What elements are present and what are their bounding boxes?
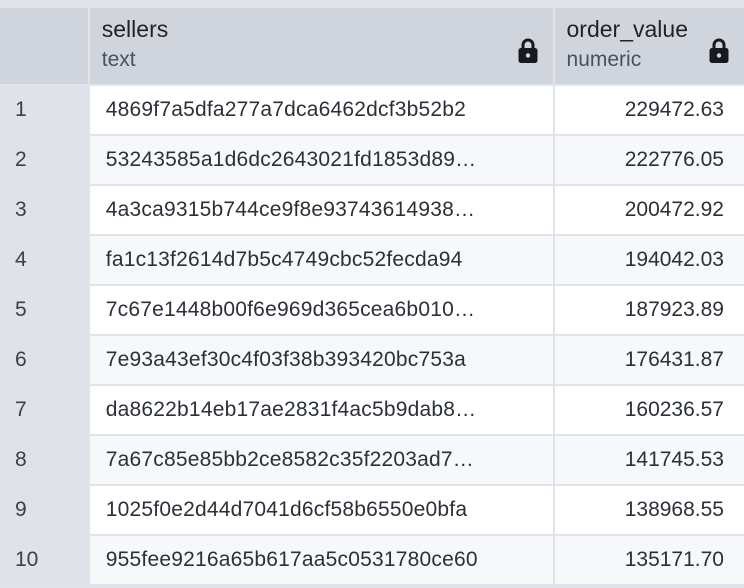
row-number: 5 — [0, 286, 88, 334]
table-row[interactable]: 7 da8622b14eb17ae2831f4ac5b9dab8… 160236… — [0, 386, 744, 434]
row-number: 4 — [0, 236, 88, 284]
table-row[interactable]: 3 4a3ca9315b744ce9f8e93743614938… 200472… — [0, 186, 744, 234]
table-row[interactable]: 4 fa1c13f2614d7b5c4749cbc52fecda94 19404… — [0, 236, 744, 284]
order-value-cell[interactable]: 229472.63 — [554, 86, 744, 134]
order-value-cell[interactable]: 176431.87 — [554, 336, 744, 384]
table-row[interactable]: 1 4869f7a5dfa277a7dca6462dcf3b52b2 22947… — [0, 86, 744, 134]
column-header-order-value[interactable]: order_value numeric — [554, 8, 744, 84]
row-number: 1 — [0, 86, 88, 134]
order-value-cell[interactable]: 138968.55 — [554, 486, 744, 534]
seller-id: 7a67c85e85bb2ce8582c35f2203ad7… — [105, 448, 474, 471]
table-row[interactable]: 2 53243585a1d6dc2643021fd1853d89… 222776… — [0, 136, 744, 184]
seller-id: 53243585a1d6dc2643021fd1853d89… — [105, 148, 477, 171]
seller-cell[interactable]: fa1c13f2614d7b5c4749cbc52fecda94 — [89, 236, 553, 284]
seller-cell[interactable]: 7c67e1448b00f6e969d365cea6b010… — [89, 286, 553, 334]
seller-id: da8622b14eb17ae2831f4ac5b9dab8… — [105, 398, 477, 421]
seller-id: fa1c13f2614d7b5c4749cbc52fecda94 — [105, 248, 463, 271]
table-body: 1 4869f7a5dfa277a7dca6462dcf3b52b2 22947… — [0, 86, 744, 586]
row-number: 3 — [0, 186, 88, 234]
row-number: 2 — [0, 136, 88, 184]
seller-cell[interactable]: 7a67c85e85bb2ce8582c35f2203ad7… — [89, 436, 553, 484]
seller-cell[interactable]: 1025f0e2d44d7041d6cf58b6550e0bfa — [89, 486, 553, 534]
lock-icon — [709, 38, 729, 64]
row-number: 6 — [0, 336, 88, 384]
table-row[interactable]: 10 955fee9216a65b617aa5c0531780ce60 1351… — [0, 536, 744, 584]
order-value-cell[interactable]: 194042.03 — [554, 236, 744, 284]
seller-id: 955fee9216a65b617aa5c0531780ce60 — [105, 548, 478, 571]
row-number: 9 — [0, 486, 88, 534]
column-name: sellers — [101, 16, 169, 42]
row-number-header — [0, 8, 88, 84]
seller-cell[interactable]: 53243585a1d6dc2643021fd1853d89… — [89, 136, 553, 184]
seller-cell[interactable]: da8622b14eb17ae2831f4ac5b9dab8… — [89, 386, 553, 434]
column-header-sellers[interactable]: sellers text — [89, 8, 553, 84]
seller-id: 7e93a43ef30c4f03f38b393420bc753a — [105, 348, 467, 371]
row-number: 10 — [0, 536, 88, 584]
seller-id: 4a3ca9315b744ce9f8e93743614938… — [105, 198, 476, 221]
column-name: order_value — [566, 16, 688, 42]
seller-cell[interactable]: 4869f7a5dfa277a7dca6462dcf3b52b2 — [89, 86, 553, 134]
table-row[interactable]: 5 7c67e1448b00f6e969d365cea6b010… 187923… — [0, 286, 744, 334]
seller-cell[interactable]: 4a3ca9315b744ce9f8e93743614938… — [89, 186, 553, 234]
seller-cell[interactable]: 7e93a43ef30c4f03f38b393420bc753a — [89, 336, 553, 384]
order-value-cell[interactable]: 200472.92 — [554, 186, 744, 234]
seller-id: 4869f7a5dfa277a7dca6462dcf3b52b2 — [105, 98, 467, 121]
column-type: numeric — [566, 48, 642, 71]
table-row[interactable]: 8 7a67c85e85bb2ce8582c35f2203ad7… 141745… — [0, 436, 744, 484]
seller-cell[interactable]: 955fee9216a65b617aa5c0531780ce60 — [89, 536, 553, 584]
lock-icon — [518, 38, 538, 64]
order-value-cell[interactable]: 141745.53 — [554, 436, 744, 484]
table-row[interactable]: 6 7e93a43ef30c4f03f38b393420bc753a 17643… — [0, 336, 744, 384]
seller-id: 7c67e1448b00f6e969d365cea6b010… — [105, 298, 476, 321]
table-row[interactable]: 9 1025f0e2d44d7041d6cf58b6550e0bfa 13896… — [0, 486, 744, 534]
order-value-cell[interactable]: 187923.89 — [554, 286, 744, 334]
header-row: sellers text order_value numeric — [0, 0, 744, 84]
order-value-cell[interactable]: 135171.70 — [554, 536, 744, 584]
seller-id: 1025f0e2d44d7041d6cf58b6550e0bfa — [105, 498, 468, 521]
row-number: 8 — [0, 436, 88, 484]
row-number: 7 — [0, 386, 88, 434]
order-value-cell[interactable]: 160236.57 — [554, 386, 744, 434]
column-type: text — [101, 48, 136, 71]
order-value-cell[interactable]: 222776.05 — [554, 136, 744, 184]
